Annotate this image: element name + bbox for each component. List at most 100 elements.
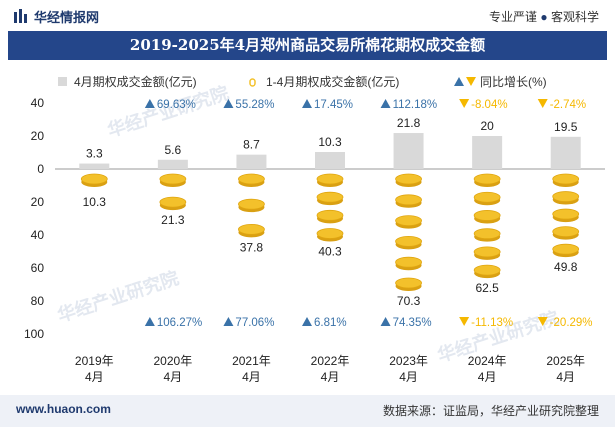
growth-cumulative-label: -11.13%	[471, 317, 513, 329]
growth-monthly-label-icon	[537, 99, 548, 108]
cumulative-value-label: 40.3	[318, 244, 342, 258]
coin-icon	[395, 194, 422, 206]
y-tick-label: 0	[37, 162, 44, 176]
growth-cumulative-label-icon	[459, 317, 470, 326]
coin-icon	[316, 191, 344, 203]
growth-cumulative-label: 106.27%	[157, 317, 202, 329]
x-tick-label-month: 4月	[399, 370, 418, 384]
growth-monthly-label: 17.45%	[314, 99, 353, 111]
cumulative-value-label: 37.8	[240, 240, 264, 254]
coin-icon	[316, 173, 344, 185]
bar-monthly	[550, 136, 581, 169]
cumulative-value-label: 70.3	[397, 294, 421, 308]
coin-icon	[473, 246, 501, 258]
chart-title-bar: 2019-2025年4月郑州商品交易所棉花期权成交金额	[8, 31, 607, 60]
coin-icon	[395, 173, 422, 185]
bar-monthly	[236, 154, 267, 169]
footer-url[interactable]: www.huaon.com	[16, 402, 111, 416]
x-tick-label-month: 4月	[556, 370, 575, 384]
growth-cumulative-label-icon	[380, 317, 391, 326]
legend-down-triangle-icon	[466, 77, 476, 86]
top-bar: 华经情报网 专业严谨 ● 客观科学	[0, 0, 615, 31]
coin-icon	[238, 173, 265, 185]
coin-icon	[395, 277, 422, 289]
bar-value-label: 5.6	[165, 143, 182, 157]
y-tick-label: 40	[31, 96, 45, 110]
cumulative-value-label: 10.3	[83, 195, 107, 209]
legend-label-growth: 同比增长(%)	[480, 75, 547, 89]
coin-icon	[395, 215, 422, 226]
growth-cumulative-label: 74.35%	[393, 317, 432, 329]
bar-value-label: 19.5	[554, 120, 578, 134]
bar-value-label: 10.3	[318, 135, 342, 149]
legend-swatch-bar	[58, 77, 67, 86]
growth-cumulative-label: -20.29%	[550, 317, 593, 329]
coin-icon	[159, 173, 187, 185]
watermark-0: 华经产业研究院	[105, 82, 232, 142]
bar-monthly	[315, 152, 345, 169]
y-tick-label: 100	[24, 327, 44, 341]
growth-cumulative-label: 6.81%	[314, 317, 347, 329]
x-tick-label-month: 4月	[85, 370, 104, 384]
coin-icon	[473, 191, 501, 203]
x-tick-label-month: 4月	[164, 370, 183, 384]
x-tick-label: 2024年	[468, 354, 507, 368]
coin-icon	[395, 235, 422, 247]
cumulative-value-label: 49.8	[554, 260, 578, 274]
x-tick-label: 2022年	[311, 354, 350, 368]
x-tick-label: 2019年	[75, 354, 114, 368]
cumulative-value-label: 21.3	[161, 213, 185, 227]
coin-icon	[552, 191, 580, 202]
growth-monthly-label-icon	[302, 99, 312, 108]
coin-icon	[473, 228, 501, 240]
coin-icon	[473, 210, 501, 221]
bar-monthly	[393, 133, 424, 169]
bar-monthly	[472, 136, 503, 169]
coin-icon	[238, 198, 265, 210]
coin-icon	[395, 256, 422, 268]
x-tick-label: 2023年	[389, 354, 428, 368]
logo-icon	[14, 9, 27, 23]
y-tick-label: 40	[31, 228, 45, 242]
x-tick-label-month: 4月	[478, 370, 497, 384]
growth-monthly-label: 112.18%	[393, 99, 438, 111]
growth-cumulative-label-icon	[144, 317, 155, 326]
growth-monthly-label-icon	[459, 99, 470, 108]
coin-icon	[80, 173, 108, 185]
x-tick-label: 2020年	[154, 354, 193, 368]
y-tick-label: 20	[31, 195, 45, 209]
coin-icon	[552, 243, 580, 255]
bar-value-label: 3.3	[86, 147, 103, 161]
coin-icon	[238, 223, 265, 235]
y-tick-label: 60	[31, 261, 45, 275]
growth-monthly-label-icon	[223, 99, 234, 108]
coin-icon	[316, 228, 344, 239]
growth-monthly-label: 55.28%	[235, 99, 274, 111]
brand-name: 华经情报网	[34, 10, 100, 25]
bar-monthly	[157, 159, 188, 169]
bar-monthly	[79, 163, 110, 169]
tagline-dot-icon: ●	[540, 10, 551, 24]
legend-label-monthly: 4月期权成交金额(亿元)	[74, 74, 197, 89]
legend-up-triangle-icon	[454, 77, 464, 86]
growth-cumulative-label: 77.06%	[235, 317, 274, 329]
bar-value-label: 20	[480, 119, 494, 133]
tagline-b: 客观科学	[550, 10, 599, 24]
growth-cumulative-label-icon	[537, 317, 548, 326]
growth-cumulative-label-icon	[223, 317, 234, 326]
footer-source: 数据来源：证监局，华经产业研究院整理	[382, 404, 599, 418]
y-tick-label: 80	[31, 294, 45, 308]
legend-swatch-coin	[249, 78, 256, 87]
growth-monthly-label: 69.63%	[157, 99, 196, 111]
growth-cumulative-label-icon	[302, 317, 312, 326]
coin-icon	[473, 173, 501, 185]
legend-label-cumulative: 1-4月期权成交金额(亿元)	[266, 74, 399, 89]
growth-monthly-label: -8.04%	[471, 99, 507, 111]
tagline: 专业严谨 ● 客观科学	[489, 8, 599, 25]
cumulative-value-label: 62.5	[475, 281, 499, 295]
bar-value-label: 8.7	[243, 138, 260, 152]
x-tick-label-month: 4月	[321, 370, 340, 384]
coin-icon	[159, 196, 187, 208]
